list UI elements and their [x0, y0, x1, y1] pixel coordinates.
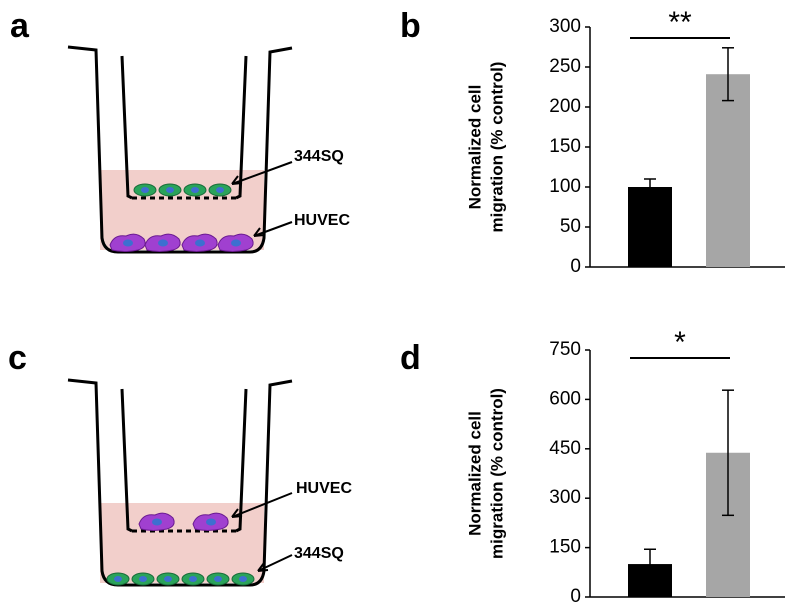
y-tick-label: 200: [549, 96, 581, 117]
y-tick-label: 100: [549, 176, 581, 197]
significance-label: *: [674, 326, 686, 359]
y-tick-label: 150: [549, 136, 581, 157]
y-tick-label: 450: [549, 438, 581, 459]
cell-label: HUVEC: [294, 212, 350, 229]
cell-label: HUVEC: [296, 480, 352, 497]
diagram-c: HUVEC 344SQ: [66, 378, 352, 587]
y-tick-label: 600: [549, 388, 581, 409]
y-tick-label: 150: [549, 537, 581, 558]
y-tick-label: 300: [549, 487, 581, 508]
bar: [706, 74, 750, 267]
y-tick-label: 250: [549, 56, 581, 77]
panel-label: a: [10, 7, 30, 45]
cell-label: 344SQ: [294, 148, 344, 165]
panel-label: b: [400, 7, 421, 45]
diagram-a: 344SQ HUVEC: [66, 45, 350, 254]
y-tick-label: 50: [560, 216, 581, 237]
y-tick-label: 0: [570, 586, 581, 605]
y-axis-label: migration (% control): [487, 388, 506, 559]
y-axis-label: migration (% control): [487, 62, 506, 233]
y-tick-label: 300: [549, 16, 581, 37]
error-bar: [722, 47, 734, 102]
error-bar: [644, 548, 656, 580]
error-bar: [644, 178, 656, 196]
y-axis-label: Normalized cell: [465, 411, 484, 536]
significance-label: **: [668, 6, 692, 39]
y-tick-label: 750: [549, 339, 581, 360]
panel-label: d: [400, 339, 421, 377]
bar: [628, 187, 672, 267]
y-tick-label: 0: [570, 256, 581, 277]
y-axis-label: Normalized cell: [465, 85, 484, 210]
panel-label: c: [8, 339, 27, 377]
error-bar: [722, 389, 734, 517]
cell-label: 344SQ: [294, 545, 344, 562]
